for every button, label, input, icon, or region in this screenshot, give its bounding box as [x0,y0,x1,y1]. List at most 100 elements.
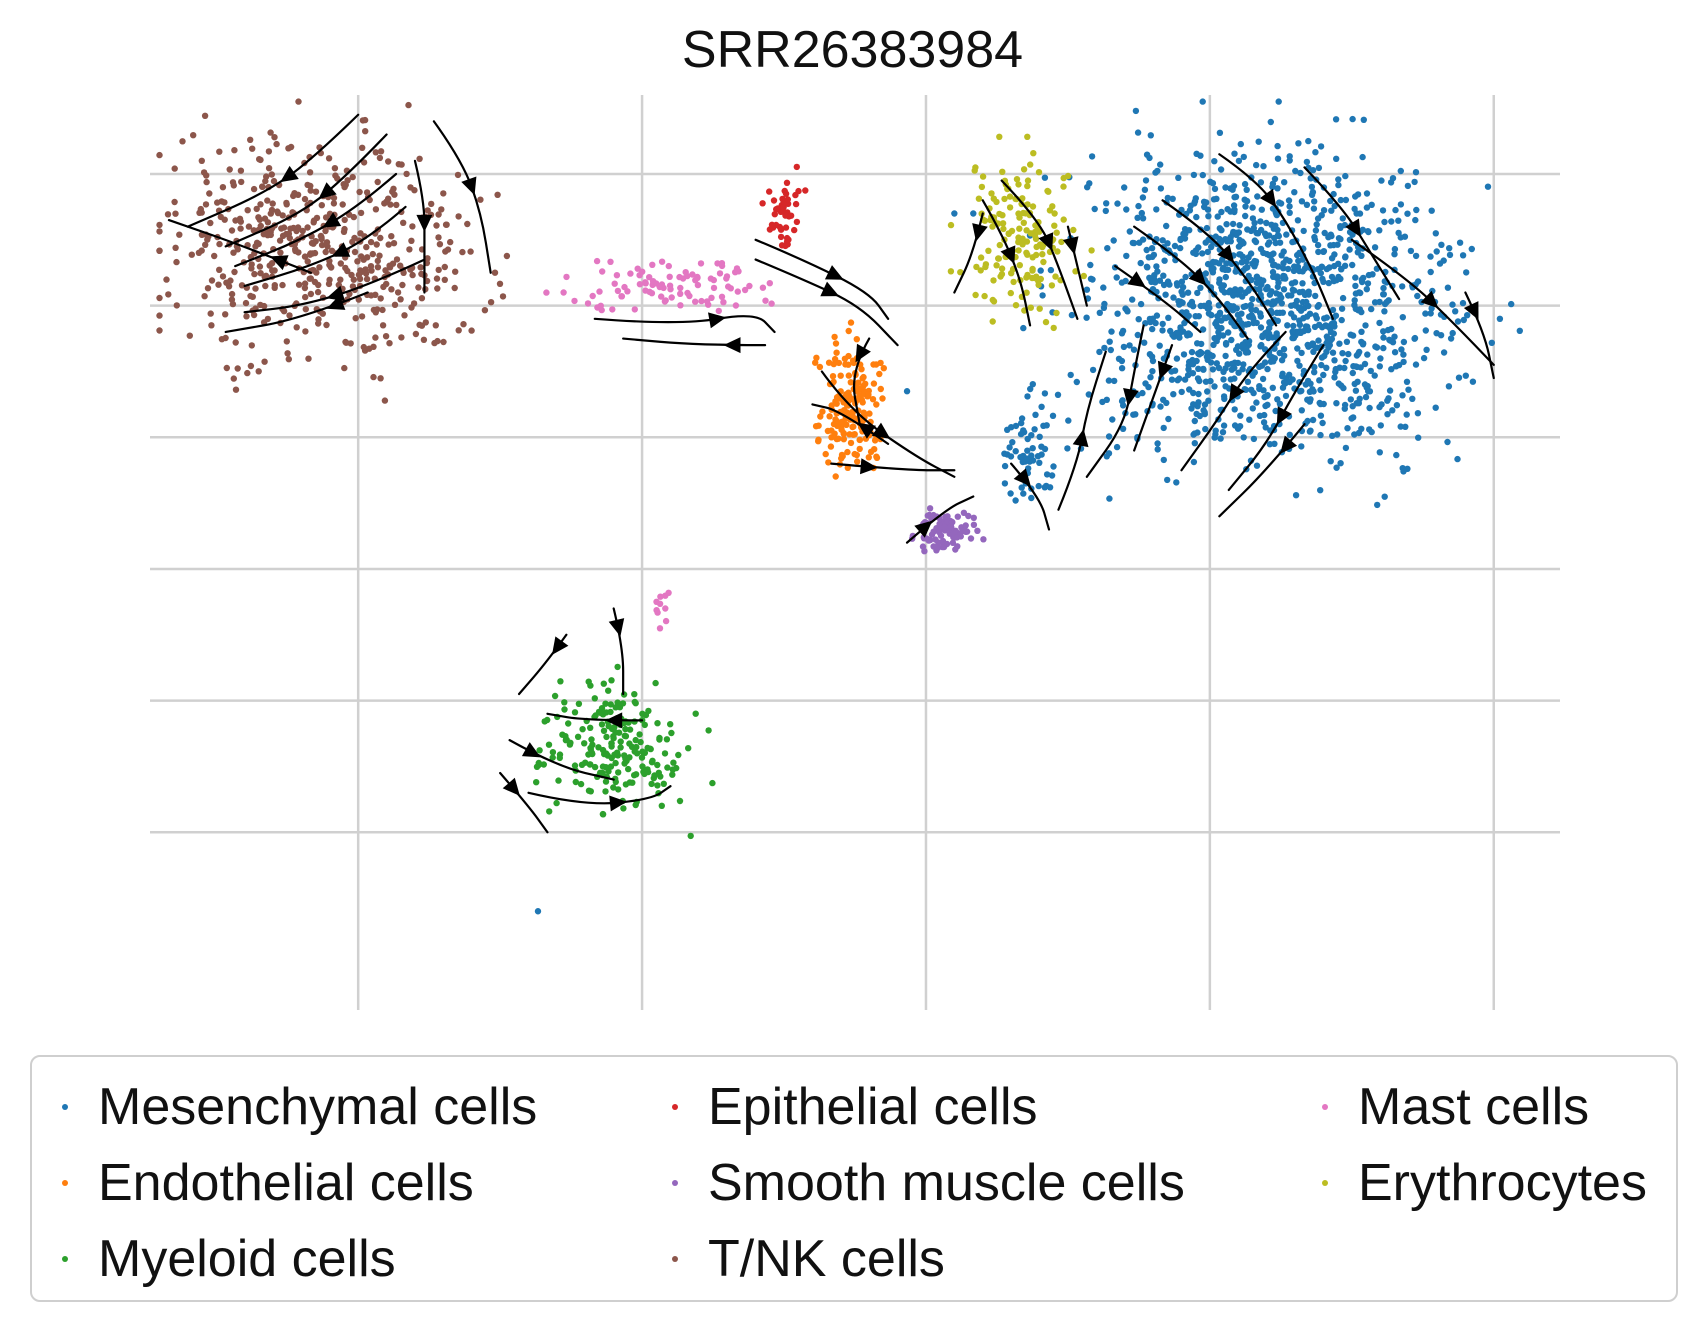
data-point [648,759,656,766]
data-point [1319,419,1326,427]
data-point [451,284,458,292]
data-point [1261,230,1269,237]
data-point [774,205,781,212]
data-point [1253,399,1260,406]
data-point [837,372,844,379]
data-point [1317,269,1325,277]
data-point [381,200,388,207]
data-point [1190,401,1197,408]
data-point [1309,386,1316,393]
data-point [1037,267,1044,274]
data-point [1073,378,1081,386]
data-point [1215,302,1223,309]
data-point [1422,310,1429,317]
data-point [677,284,684,292]
data-point [1221,395,1228,403]
data-point [953,534,961,541]
data-point [855,379,862,386]
data-point [1108,328,1115,335]
data-point [839,453,846,460]
data-point [237,218,244,225]
data-point [1147,132,1155,139]
data-point [1343,338,1351,345]
data-point [1313,221,1320,228]
data-point [566,741,574,748]
data-point [231,147,238,154]
data-point [244,369,251,377]
data-point [1054,248,1061,255]
data-point [1402,423,1409,430]
data-point [1454,455,1461,463]
data-point [1229,220,1237,228]
data-point [207,310,214,317]
data-point [1376,319,1383,327]
data-point [1363,286,1371,293]
data-point [865,391,872,398]
data-point [1029,445,1036,452]
data-point [364,254,371,261]
data-point [304,258,311,265]
data-point [1032,411,1039,418]
data-point [1303,201,1311,208]
data-point [782,224,790,231]
data-point [771,211,778,218]
data-point [376,154,384,162]
data-point [361,116,369,124]
data-point [1323,348,1330,355]
data-point [989,318,996,325]
data-point [608,677,615,684]
data-point [226,166,233,173]
data-point [1148,353,1156,360]
data-point [1240,361,1247,368]
streamline-arrowhead [269,255,289,271]
data-point [1299,256,1307,263]
data-point [286,312,293,319]
data-point [1422,327,1430,334]
data-point [444,246,452,253]
data-point [1041,390,1049,397]
data-point [202,201,210,208]
data-point [989,223,996,230]
data-point [1185,330,1192,337]
data-point [1446,251,1454,259]
data-point [1001,462,1009,470]
data-point [440,190,447,197]
data-point [1284,265,1292,273]
data-point [1253,319,1260,327]
data-point [770,197,778,204]
data-point [596,288,603,295]
data-point [397,296,404,303]
data-point [632,771,640,778]
data-point [560,289,567,296]
data-point [302,293,309,301]
data-point [1015,210,1022,217]
data-point [1130,346,1138,353]
data-point [1365,228,1372,236]
data-point [1126,228,1134,235]
data-point [877,385,884,393]
data-point [1169,331,1176,338]
data-point [662,605,669,612]
data-point [1311,369,1318,376]
data-point [1015,181,1022,188]
data-point [363,189,371,196]
data-point [301,195,309,203]
data-point [658,258,666,265]
data-point [310,217,318,224]
data-point [1025,465,1032,472]
data-point [1154,440,1161,447]
data-point [428,200,435,208]
data-point [337,260,344,267]
data-point [1235,157,1243,165]
data-point [1309,340,1316,347]
data-point [588,736,595,743]
data-point [1142,177,1150,184]
data-point [577,780,585,788]
data-point [1388,218,1395,225]
data-point [1253,274,1261,281]
data-point [1249,204,1256,211]
data-point [1339,294,1347,302]
data-point [247,362,255,370]
data-point [1050,463,1057,470]
data-point [1214,323,1221,330]
